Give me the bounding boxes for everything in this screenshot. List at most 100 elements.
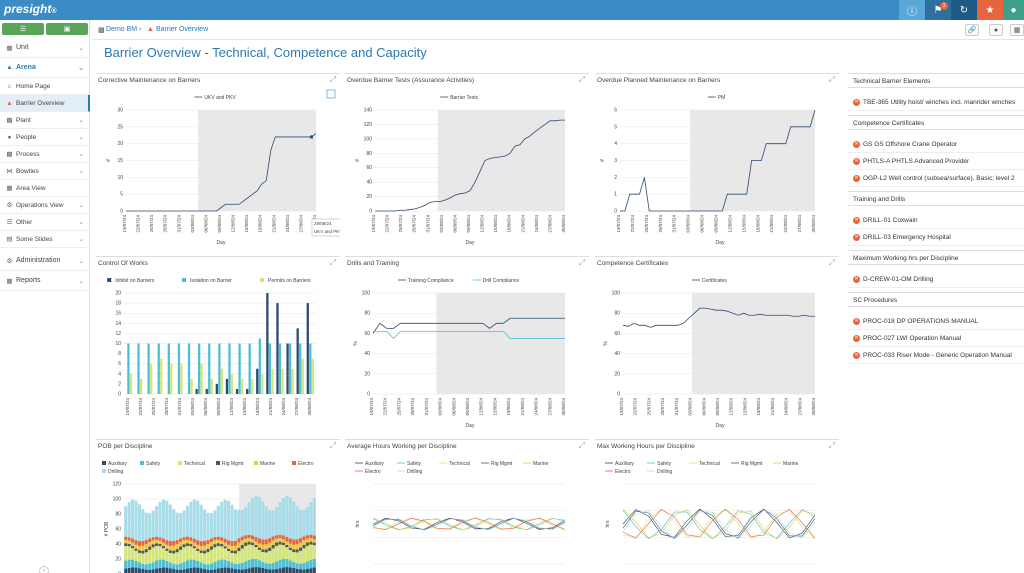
stacked-bar[interactable] — [203, 509, 207, 541]
bar[interactable] — [246, 388, 249, 394]
stacked-bar[interactable] — [237, 538, 241, 543]
stacked-bar[interactable] — [168, 552, 172, 563]
stacked-bar[interactable] — [247, 559, 251, 569]
stacked-bar[interactable] — [141, 550, 145, 554]
sidebar-item-area-view[interactable]: ▦ Area View — [0, 180, 90, 197]
stacked-bar[interactable] — [244, 542, 248, 546]
stacked-bar[interactable] — [216, 545, 220, 561]
stacked-bar[interactable] — [251, 539, 255, 543]
stacked-bar[interactable] — [230, 504, 234, 542]
stacked-bar[interactable] — [264, 563, 268, 569]
stacked-bar[interactable] — [312, 542, 316, 546]
stacked-bar[interactable] — [148, 542, 152, 547]
stacked-bar[interactable] — [309, 541, 313, 545]
stacked-bar[interactable] — [165, 550, 169, 561]
stacked-bar[interactable] — [254, 544, 258, 548]
expand-icon[interactable]: ⤢ — [329, 75, 336, 84]
stacked-bar[interactable] — [206, 549, 210, 553]
stacked-bar[interactable] — [278, 538, 282, 542]
stacked-bar[interactable] — [192, 538, 196, 543]
stacked-bar[interactable] — [271, 510, 275, 537]
stacked-bar[interactable] — [295, 552, 299, 564]
stacked-bar[interactable] — [124, 543, 128, 546]
stacked-bar[interactable] — [227, 550, 231, 561]
stacked-bar[interactable] — [275, 569, 279, 573]
stacked-bar[interactable] — [196, 544, 200, 549]
expand-icon[interactable]: ⤢ — [329, 258, 336, 267]
stacked-bar[interactable] — [155, 560, 159, 569]
stacked-bar[interactable] — [223, 567, 227, 573]
stacked-bar[interactable] — [281, 542, 285, 546]
stacked-bar[interactable] — [124, 560, 128, 569]
stacked-bar[interactable] — [305, 542, 309, 546]
stacked-bar[interactable] — [244, 535, 248, 539]
stacked-bar[interactable] — [199, 546, 203, 551]
stacked-bar[interactable] — [216, 536, 220, 540]
stacked-bar[interactable] — [220, 559, 224, 568]
stacked-bar[interactable] — [165, 544, 169, 549]
stacked-bar[interactable] — [189, 546, 193, 560]
stacked-bar[interactable] — [268, 547, 272, 552]
stacked-bar[interactable] — [302, 544, 306, 549]
bar[interactable] — [311, 358, 314, 394]
stacked-bar[interactable] — [168, 541, 172, 547]
calendar-icon[interactable]: ▦ — [1010, 24, 1024, 36]
stacked-bar[interactable] — [230, 550, 234, 554]
stacked-bar[interactable] — [257, 549, 261, 561]
stacked-bar[interactable] — [230, 546, 234, 551]
chevron-down-icon[interactable]: ⌄ — [78, 202, 84, 209]
stacked-bar[interactable] — [209, 546, 213, 550]
chevron-down-icon[interactable]: ⌄ — [78, 219, 84, 226]
bar[interactable] — [238, 343, 241, 395]
stacked-bar[interactable] — [148, 549, 152, 564]
stacked-bar[interactable] — [141, 553, 145, 564]
stacked-bar[interactable] — [257, 560, 261, 568]
stacked-bar[interactable] — [148, 513, 152, 539]
stacked-bar[interactable] — [127, 559, 131, 568]
bar[interactable] — [157, 343, 160, 395]
stacked-bar[interactable] — [131, 567, 135, 573]
bar[interactable] — [281, 368, 284, 394]
stacked-bar[interactable] — [185, 536, 189, 540]
stacked-bar[interactable] — [292, 539, 296, 545]
stacked-bar[interactable] — [175, 569, 179, 573]
stacked-bar[interactable] — [309, 538, 313, 542]
stacked-bar[interactable] — [175, 549, 179, 553]
stacked-bar[interactable] — [302, 536, 306, 541]
stacked-bar[interactable] — [179, 569, 183, 573]
sidebar-item-administration[interactable]: ⚙ Administration ⌄ — [0, 251, 90, 271]
stacked-bar[interactable] — [134, 567, 138, 573]
stacked-bar[interactable] — [216, 505, 220, 537]
user-icon[interactable]: ● — [1003, 0, 1024, 20]
bar[interactable] — [225, 378, 229, 394]
bar[interactable] — [218, 343, 221, 395]
stacked-bar[interactable] — [124, 536, 128, 540]
bar[interactable] — [228, 343, 231, 395]
stacked-bar[interactable] — [305, 545, 309, 562]
stacked-bar[interactable] — [302, 510, 306, 537]
stacked-bar[interactable] — [240, 562, 244, 570]
stacked-bar[interactable] — [223, 538, 227, 543]
stacked-bar[interactable] — [148, 546, 152, 550]
stacked-bar[interactable] — [233, 569, 237, 573]
stacked-bar[interactable] — [127, 537, 131, 541]
stacked-bar[interactable] — [175, 552, 179, 565]
stacked-bar[interactable] — [302, 548, 306, 563]
bar[interactable] — [271, 368, 274, 394]
stacked-bar[interactable] — [141, 545, 145, 551]
stacked-bar[interactable] — [134, 544, 138, 549]
stacked-bar[interactable] — [268, 509, 272, 539]
bar[interactable] — [137, 343, 140, 395]
sidebar-item-people[interactable]: ● People ⌄ — [0, 129, 90, 146]
stacked-bar[interactable] — [172, 550, 176, 554]
stacked-bar[interactable] — [288, 497, 292, 539]
stacked-bar[interactable] — [134, 550, 138, 561]
stacked-bar[interactable] — [261, 567, 265, 573]
stacked-bar[interactable] — [216, 543, 220, 546]
stacked-bar[interactable] — [244, 538, 248, 543]
stacked-bar[interactable] — [288, 538, 292, 544]
stacked-bar[interactable] — [216, 560, 220, 569]
stacked-bar[interactable] — [281, 545, 285, 559]
stacked-bar[interactable] — [165, 500, 169, 541]
stacked-bar[interactable] — [144, 544, 148, 550]
